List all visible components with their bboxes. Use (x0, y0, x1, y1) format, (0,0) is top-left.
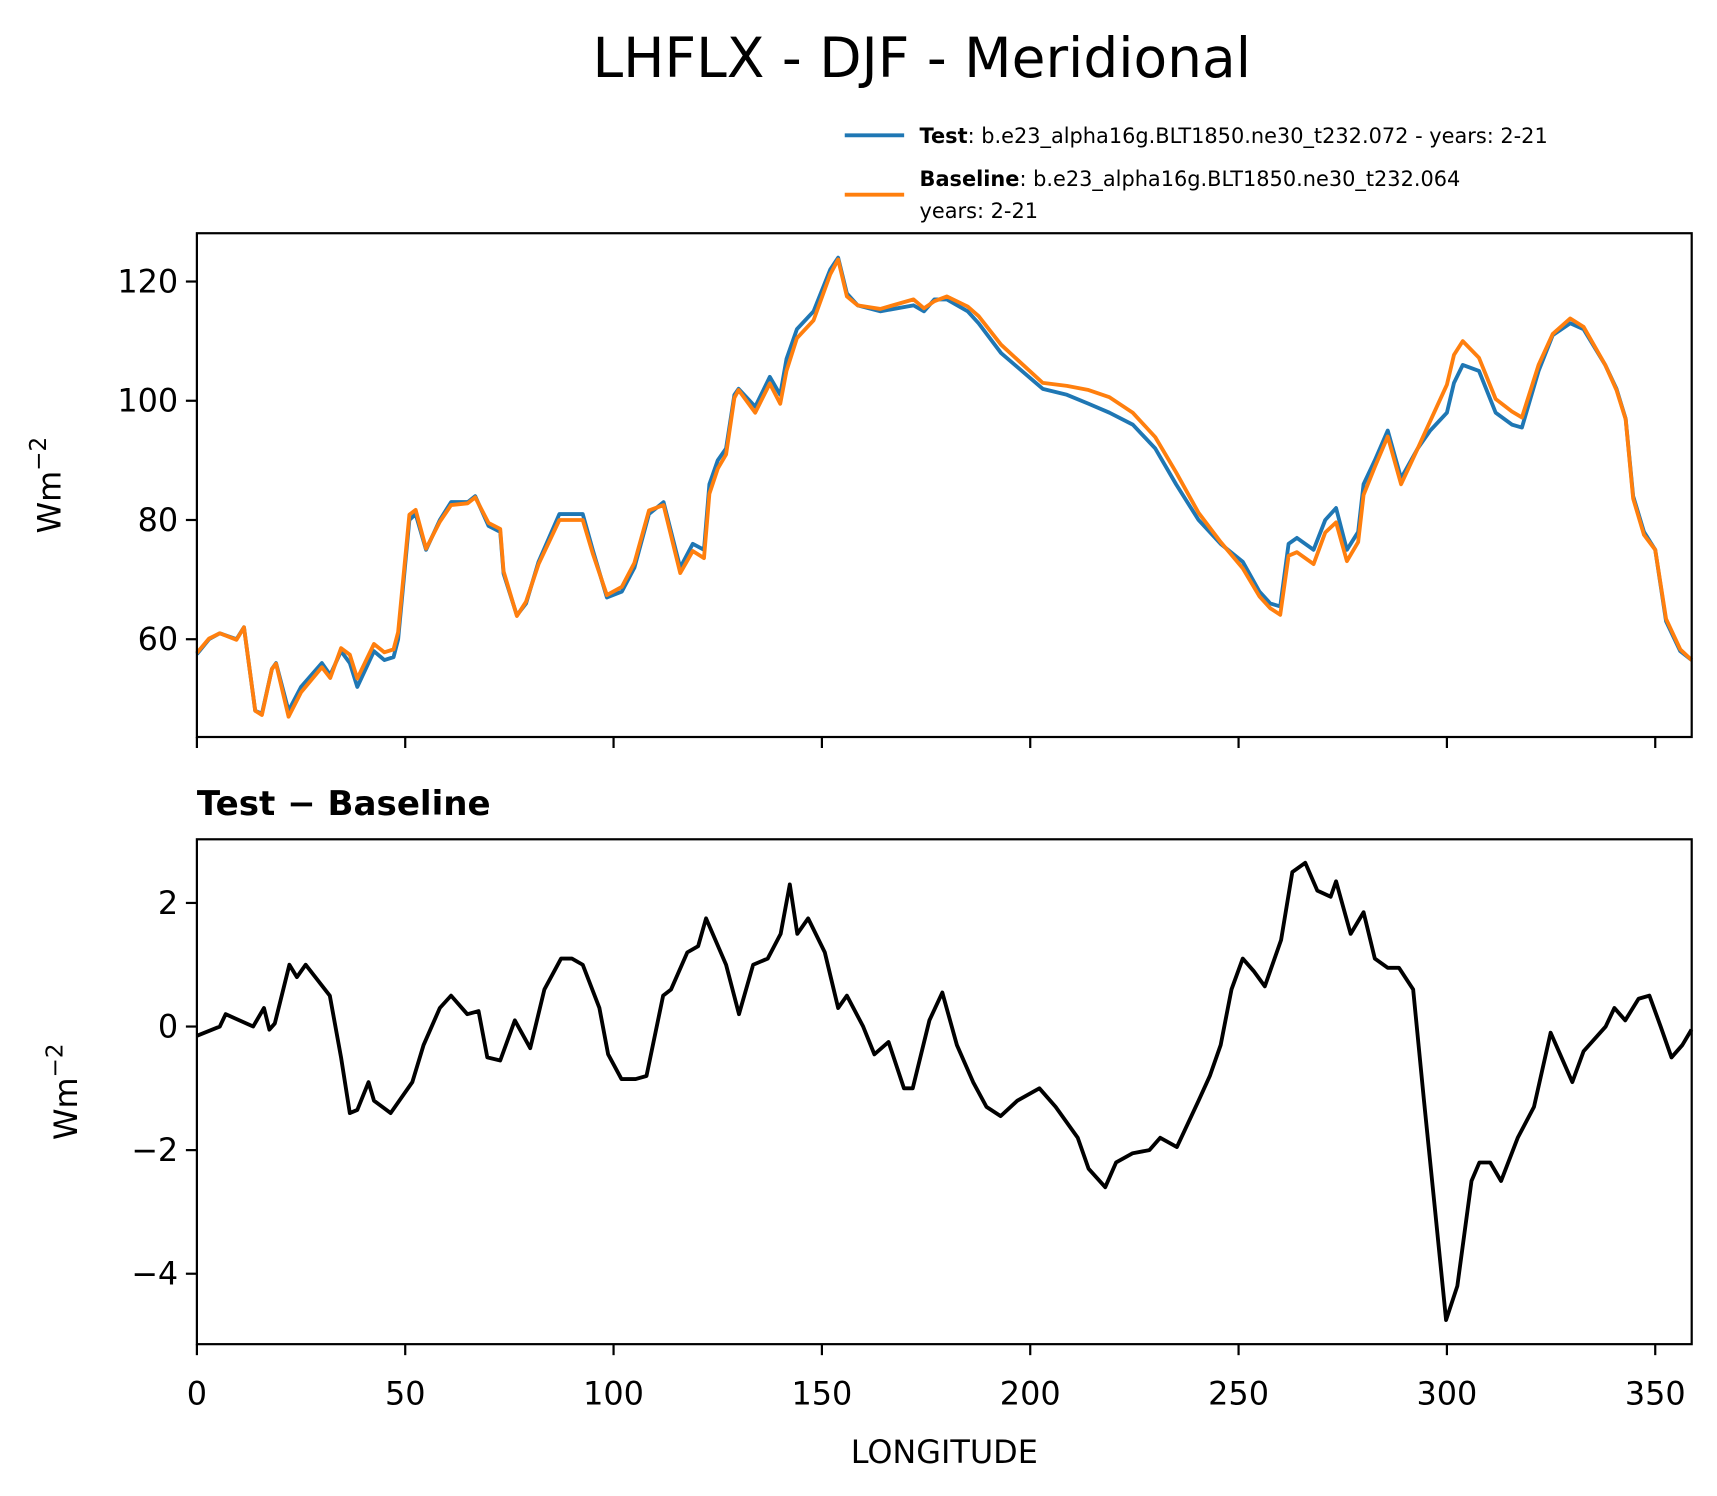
x-tick-label: 50 (385, 1375, 426, 1413)
y-tick-label: 100 (117, 382, 178, 420)
x-tick-label: 250 (1208, 1375, 1269, 1413)
subplot-title: Test − Baseline (197, 784, 491, 824)
figure-title: LHFLX - DJF - Meridional (593, 26, 1251, 90)
legend-label: : b.e23_alpha16g.BLT1850.ne30_t232.064 (1019, 167, 1460, 191)
x-tick-label: 300 (1416, 1375, 1477, 1413)
x-tick-label: 350 (1625, 1375, 1686, 1413)
y-tick-label: 120 (117, 263, 178, 301)
y-axis-label: Wm−2 (43, 1043, 85, 1140)
axes-frame (195, 838, 1693, 1346)
x-axis-label: LONGITUDE (851, 1433, 1038, 1471)
y-axis-label-base: Wm (47, 1077, 85, 1140)
y-tick-label: −4 (131, 1255, 178, 1293)
legend-entry: Baseline: b.e23_alpha16g.BLT1850.ne30_t2… (920, 167, 1461, 191)
axes-frame (195, 232, 1693, 739)
y-axis-label-base: Wm (30, 471, 68, 534)
legend-label-line: years: 2-21 (920, 199, 1039, 223)
legend-label: : b.e23_alpha16g.BLT1850.ne30_t232.072 -… (968, 124, 1548, 148)
x-tick-label: 150 (791, 1375, 852, 1413)
data-line (195, 255, 1693, 716)
legend-name: Test (920, 124, 968, 148)
y-axis-label-sup: −2 (43, 1043, 69, 1077)
y-axis-label: Wm−2 (26, 437, 68, 534)
y-axis-label-sup: −2 (26, 437, 52, 471)
data-line (196, 860, 1694, 1322)
x-tick-label: 100 (583, 1375, 644, 1413)
y-tick-label: 2 (158, 884, 178, 922)
x-tick-label: 0 (187, 1375, 207, 1413)
x-tick-label: 200 (1000, 1375, 1061, 1413)
data-line (195, 257, 1694, 719)
legend-entry: Test: b.e23_alpha16g.BLT1850.ne30_t232.0… (920, 124, 1548, 148)
legend-name: Baseline (920, 167, 1020, 191)
y-tick-label: 0 (158, 1008, 178, 1046)
y-tick-label: −2 (131, 1131, 178, 1169)
y-tick-label: 60 (138, 620, 179, 658)
y-tick-label: 80 (138, 501, 179, 539)
